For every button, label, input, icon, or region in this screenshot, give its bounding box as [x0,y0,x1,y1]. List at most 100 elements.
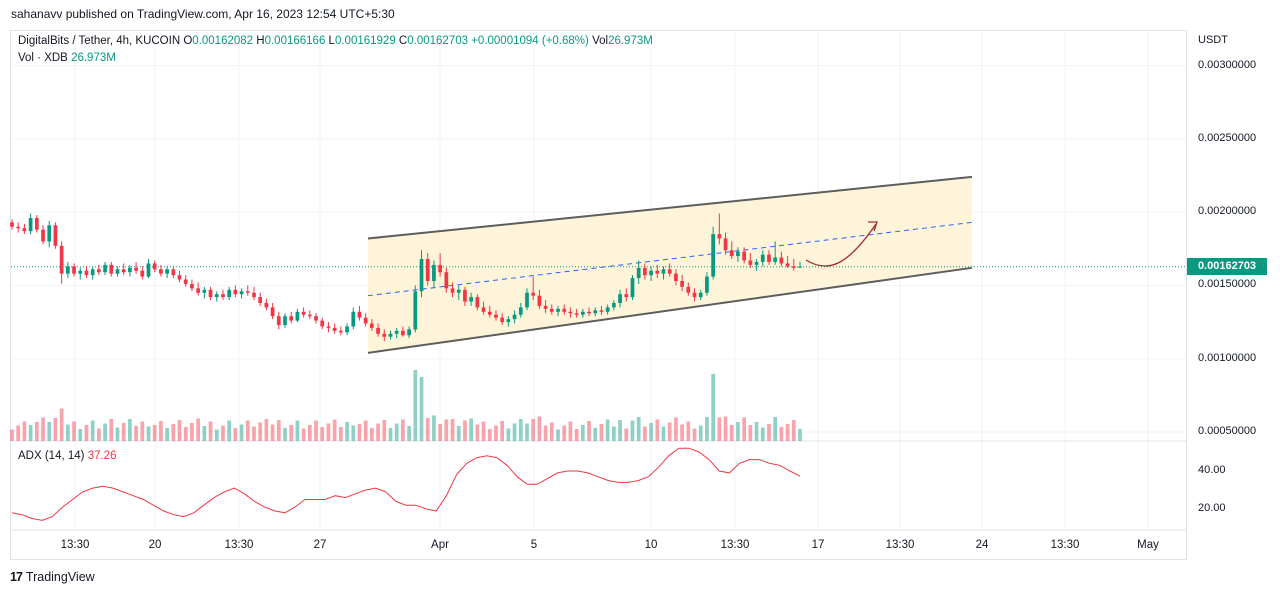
volume-bar [661,426,666,441]
volume-bar [562,425,567,441]
candle-body [661,269,666,274]
candle-body [531,292,536,296]
volume-bar [16,425,21,441]
volume-bar [419,377,424,441]
volume-bar [140,421,145,441]
candle-body [649,270,653,276]
candle-body [307,314,312,317]
volume-bar [487,429,492,441]
candle-body [103,264,107,273]
close-value: 0.00162703 [407,35,468,47]
candle-body [357,311,362,318]
candle-body [16,226,21,229]
volume-bar [208,421,213,441]
volume-bar [599,424,604,441]
symbol-title[interactable]: DigitalBits / Tether, 4h, KUCOIN [18,35,181,47]
volume-bar [233,428,238,441]
volume-legend[interactable]: Vol · XDB 26.973M [18,52,116,64]
volume-bar [748,425,753,441]
volume-bar [580,425,585,441]
candle-body [618,294,622,303]
volume-bar [649,423,653,441]
price-tick-label: 0.00150000 [1198,278,1257,291]
volume-bar [345,422,349,441]
candle-body [773,257,778,262]
volume-bar [258,422,263,441]
candle-body [41,229,45,242]
price-tick-label: 0.00050000 [1198,425,1257,437]
candle-body [214,294,219,298]
adx-tick-label: 40.00 [1198,464,1226,476]
time-tick-label: Apr [431,539,449,551]
volume-bar [518,419,523,441]
candle-body [748,260,753,265]
candle-body [717,234,722,239]
candle-body [537,295,542,306]
candle-body [34,217,39,230]
candle-body [692,292,697,298]
candle-body [351,311,356,327]
candle-body [512,314,517,320]
volume-bar [773,417,778,441]
volume-bar [692,428,697,441]
candle-body [432,264,436,282]
volume-bar [705,417,709,441]
volume-bar [314,420,318,441]
adx-legend[interactable]: ADX (14, 14) 37.26 [18,450,116,462]
forecast-arrow [805,223,877,267]
volume-bar [307,425,312,441]
candle-body [450,288,455,293]
volume-bar [742,417,747,441]
candle-body [134,267,138,271]
high-label: H [256,35,265,47]
logo-text: TradingView [25,570,95,584]
volume-bar [636,417,641,441]
candle-body [295,311,300,321]
candle-body [487,311,492,315]
volume-bar [401,419,405,441]
volume-bar [587,421,591,441]
volume-bar [165,428,169,441]
parallel-channel [11,175,1186,354]
candle-body [196,288,201,293]
volume-bar [593,428,598,441]
candle-body [128,267,132,273]
tradingview-logo[interactable]: 17 TradingView [10,570,95,584]
volume-bar [605,419,610,441]
change-value: +0.00001094 (+0.68%) [471,35,589,47]
candle-body [90,269,95,276]
volume-bar [196,418,201,441]
candle-body [506,319,511,323]
volume-bar [376,423,380,441]
candle-body [785,263,790,267]
candle-body [568,311,573,314]
volume-bar [245,420,250,441]
volume-bar [78,429,83,441]
volume-bar [326,423,331,441]
volume-bar [413,370,418,441]
volume-bar [655,419,660,441]
volume-bar [798,428,802,441]
candle-body [500,317,505,323]
candle-body [723,238,728,251]
candle-body [419,259,424,292]
candle-body [798,266,802,268]
volume-bar [680,424,684,441]
volume-bar [320,427,325,441]
volume-bar [674,417,678,441]
candle-body [382,333,387,337]
candle-body [543,305,548,309]
volume-bar [736,422,740,441]
candle-body [425,259,430,282]
volume-bar [34,422,39,441]
candle-body [165,269,169,274]
candles [10,213,802,342]
candle-body [463,289,467,302]
time-tick-label: 13:30 [224,539,254,551]
volume-bar [264,419,269,441]
main-legend[interactable]: DigitalBits / Tether, 4h, KUCOIN O0.0016… [18,35,653,47]
volume-bar [270,424,275,441]
candle-body [525,292,529,308]
volume-bar [171,424,176,441]
